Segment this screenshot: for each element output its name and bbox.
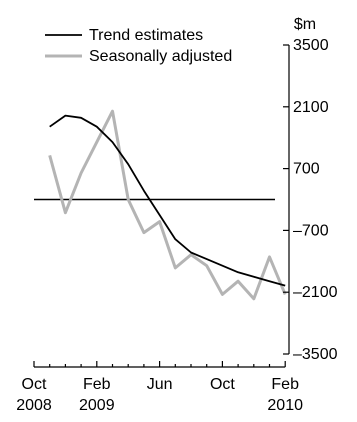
- y-tick-label: 700: [293, 161, 320, 178]
- legend-label-seasonally-adjusted: Seasonally adjusted: [89, 48, 232, 65]
- x-tick-label: Oct: [22, 376, 47, 393]
- x-tick-year-label: 2009: [79, 397, 115, 414]
- series-line-seasonally-adjusted: [50, 111, 286, 299]
- legend-label-trend-estimates: Trend estimates: [89, 27, 203, 44]
- series-line-trend-estimates: [50, 116, 286, 286]
- y-tick-label: 3500: [293, 37, 329, 54]
- x-tick-year-label: 2010: [267, 397, 303, 414]
- x-tick-label: Feb: [271, 376, 299, 393]
- y-unit-label: $m: [294, 16, 316, 33]
- x-tick-label: Feb: [83, 376, 111, 393]
- x-tick-year-label: 2008: [16, 397, 52, 414]
- y-tick-label: 2100: [293, 99, 329, 116]
- x-tick-label: Jun: [147, 376, 173, 393]
- y-tick-label: –700: [293, 222, 329, 239]
- y-tick-label: –2100: [293, 284, 338, 301]
- y-tick-label: –3500: [293, 346, 338, 363]
- x-tick-label: Oct: [210, 376, 235, 393]
